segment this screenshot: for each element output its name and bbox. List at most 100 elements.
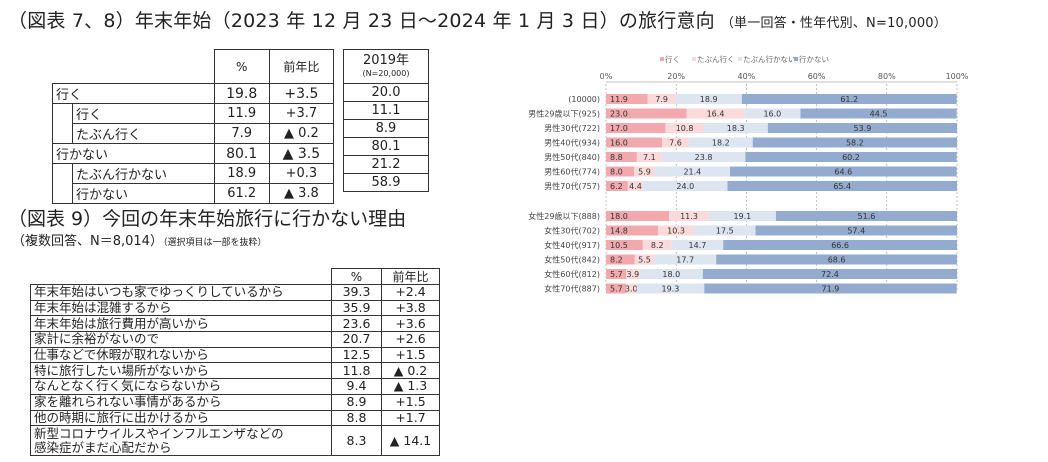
legend-label: 行かない (799, 54, 829, 64)
bar-segment (642, 240, 672, 250)
category-label: 男性30代(722) (544, 123, 600, 133)
table-row: 家計に余裕がないので 20.7 +2.6 (30, 331, 440, 348)
data-label: 8.2 (651, 241, 664, 250)
bar-segment (606, 94, 648, 104)
category-label: 男性40代(934) (544, 138, 600, 148)
table-row: 仕事などで休暇が取れないから 12.5 +1.5 (30, 346, 440, 364)
bar-segment (657, 225, 695, 236)
data-label: 19.1 (733, 212, 751, 221)
row-label: 行かない (72, 183, 215, 204)
bar-segment (647, 94, 676, 104)
bar-segment (606, 283, 627, 294)
data-label: 7.6 (669, 139, 682, 148)
data-label: 4.4 (629, 182, 642, 191)
legend-label: たぶん行かない (743, 54, 796, 64)
row-label: 行かない (52, 143, 215, 164)
data-label: 19.3 (662, 285, 680, 294)
data-label: 8.0 (610, 168, 623, 177)
x-tick-label: 20% (667, 72, 685, 81)
data-label: 7.9 (655, 95, 668, 104)
category-label: 女性60代(812) (544, 269, 600, 279)
bar-segment (654, 254, 717, 265)
data-label: 23.0 (610, 110, 628, 119)
bar-segment (800, 108, 957, 119)
value-2019: 58.9 (343, 173, 429, 192)
bar-segment (654, 166, 730, 177)
data-label: 5.5 (638, 256, 651, 265)
table-row: 新型コロナウイルスやインフルエンザなどの 感染症がまだ心配だから 8.3 ▲ 14.1 (30, 425, 440, 457)
bar-segment (723, 240, 957, 250)
data-label: 57.4 (847, 227, 865, 236)
bar-segment (606, 240, 643, 250)
data-label: 11.3 (680, 212, 698, 221)
data-label: 60.2 (842, 153, 860, 162)
bar-segment (727, 181, 957, 191)
bar-segment (634, 254, 655, 265)
x-tick-label: 80% (878, 72, 896, 81)
value-2019: 20.0 (343, 83, 429, 102)
table-row: 年末年始は混雑するから 35.9 +3.8 (30, 299, 440, 317)
data-label: 17.5 (716, 227, 734, 236)
data-label: 5.7 (610, 270, 623, 279)
legend-swatch (794, 57, 798, 61)
data-label: 17.7 (676, 256, 694, 265)
data-label: 23.8 (695, 153, 713, 162)
data-label: 8.2 (610, 256, 623, 265)
data-label: 16.4 (707, 110, 725, 119)
bar-segment (665, 123, 704, 133)
x-tick-label: 100% (946, 72, 969, 81)
table-row: 年末年始はいつも家でゆっくりしているから 39.3 +2.4 (30, 284, 440, 301)
bar-segment (606, 108, 687, 119)
value-2019: 21.2 (343, 155, 429, 174)
category-label: 男性50代(840) (544, 152, 600, 162)
bar-segment (775, 211, 957, 221)
data-label: 18.0 (610, 212, 628, 221)
data-label: 5.7 (610, 285, 623, 294)
bar-segment (716, 254, 957, 265)
data-label: 14.7 (689, 241, 707, 250)
data-label: 65.4 (833, 182, 851, 191)
stacked-bar-chart: 行く たぶん行く たぶん行かない 行かない 0% 20% 40% 60% 80% 100% (100… (528, 54, 969, 294)
legend-swatch (660, 57, 664, 61)
header-pct: % (331, 268, 382, 285)
bar-segment (741, 94, 957, 104)
data-label: 10.8 (676, 124, 694, 133)
value-2019: 8.9 (343, 119, 429, 138)
bar-segment (606, 152, 637, 162)
bar-segment (606, 123, 666, 133)
table-row: 家を離れられない事情があるから 8.9 +1.5 (30, 393, 440, 411)
data-label: 24.0 (676, 182, 694, 191)
data-label: 3.0 (625, 285, 638, 294)
row-label: 行く (52, 83, 215, 104)
data-label: 3.9 (626, 270, 639, 279)
table-row: たぶん行く 7.9 ▲ 0.2 (52, 123, 335, 144)
table-row: たぶん行かない 18.9 +0.3 (52, 163, 335, 184)
data-label: 66.6 (831, 241, 849, 250)
x-tick-label: 40% (738, 72, 756, 81)
row-label: たぶん行く (72, 123, 215, 144)
data-label: 6.2 (610, 182, 623, 191)
table-row: 行かない 61.2 ▲ 3.8 (52, 183, 335, 204)
x-tick-label: 0% (600, 72, 613, 81)
bar-segment (694, 225, 756, 236)
bar-segment (704, 283, 957, 294)
bar-segment (634, 166, 655, 177)
table-row: 年末年始は旅行費用が高いから 23.6 +3.6 (30, 315, 440, 333)
bar-segment (639, 269, 703, 279)
bar-segment (606, 211, 670, 221)
category-label: 女性29歳以下(888) (528, 211, 600, 221)
bar-segment (606, 181, 628, 191)
bar-segment (729, 166, 957, 177)
bar-segment (626, 283, 637, 294)
category-label: 女性40代(917) (544, 240, 600, 250)
bar-segment (636, 152, 662, 162)
bar-segment (661, 152, 746, 162)
data-label: 72.4 (821, 270, 839, 279)
legend-swatch (692, 57, 696, 61)
main-subtitle: （単一回答・性年代別、N=10,000） (720, 16, 947, 31)
table-row: 行く 19.8 +3.5 (52, 83, 335, 104)
data-label: 10.5 (610, 241, 628, 250)
category-label: 男性29歳以下(925) (528, 109, 600, 119)
data-label: 17.0 (610, 124, 628, 133)
data-label: 18.9 (700, 95, 718, 104)
